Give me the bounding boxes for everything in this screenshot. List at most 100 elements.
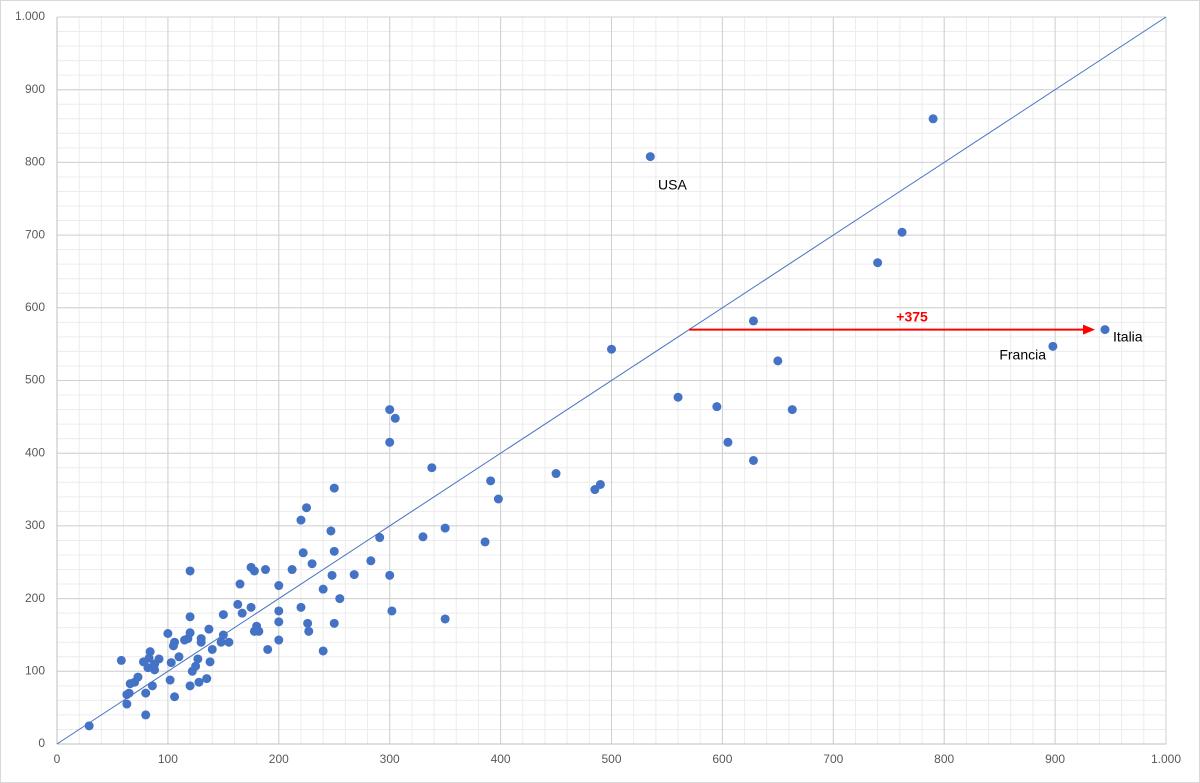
data-point xyxy=(196,637,206,647)
data-point xyxy=(274,635,284,645)
data-point xyxy=(773,356,783,366)
x-tick-label: 700 xyxy=(823,752,843,766)
data-point xyxy=(218,630,228,640)
data-point xyxy=(326,526,336,536)
data-point xyxy=(207,644,217,654)
x-tick-label: 100 xyxy=(158,752,178,766)
y-tick-label: 600 xyxy=(25,300,45,314)
data-point xyxy=(1048,341,1058,351)
data-point xyxy=(390,413,400,423)
data-point xyxy=(260,565,270,575)
data-point xyxy=(185,612,195,622)
data-point xyxy=(263,644,273,654)
data-point xyxy=(233,599,243,609)
data-point xyxy=(174,652,184,662)
data-point xyxy=(84,721,94,731)
data-point xyxy=(873,258,883,268)
data-point xyxy=(224,637,234,647)
data-point xyxy=(194,677,204,687)
y-tick-label: 800 xyxy=(25,155,45,169)
data-point xyxy=(237,608,247,618)
data-point xyxy=(193,654,203,664)
data-point xyxy=(440,614,450,624)
data-point xyxy=(154,654,164,664)
x-tick-label: 0 xyxy=(54,752,61,766)
data-point xyxy=(607,344,616,354)
reference-line xyxy=(56,16,1167,745)
data-point xyxy=(318,584,328,594)
data-point xyxy=(147,681,157,691)
data-point xyxy=(122,699,132,709)
data-point xyxy=(1100,325,1110,335)
data-point xyxy=(141,688,151,698)
data-point xyxy=(480,537,490,547)
x-tick-label: 900 xyxy=(1045,752,1065,766)
data-point xyxy=(274,581,284,591)
data-point xyxy=(249,566,259,576)
data-point xyxy=(712,402,722,412)
data-point xyxy=(116,655,126,665)
x-tick-label: 800 xyxy=(934,752,954,766)
data-point xyxy=(144,653,154,663)
data-point xyxy=(296,602,306,612)
y-tick-label: 300 xyxy=(25,518,45,532)
data-point xyxy=(218,610,228,620)
data-point xyxy=(366,556,376,566)
data-point xyxy=(329,618,339,628)
data-point xyxy=(375,533,385,543)
data-point xyxy=(329,546,339,556)
data-point xyxy=(595,479,605,489)
y-tick-label: 100 xyxy=(25,663,45,677)
x-tick-label: 500 xyxy=(601,752,621,766)
data-point xyxy=(202,674,212,684)
data-point xyxy=(897,227,907,237)
y-tick-label: 1.000 xyxy=(15,9,45,23)
data-point xyxy=(296,515,306,525)
data-point xyxy=(274,606,284,616)
x-tick-label: 400 xyxy=(491,752,511,766)
data-point xyxy=(124,688,134,698)
arrow-label: +375 xyxy=(896,308,928,324)
point-label: Italia xyxy=(1113,329,1143,345)
x-tick-label: 200 xyxy=(269,752,289,766)
y-tick-label: 200 xyxy=(25,591,45,605)
x-tick-label: 600 xyxy=(712,752,732,766)
data-point xyxy=(304,626,314,636)
arrow-head xyxy=(1083,324,1096,335)
data-point xyxy=(385,437,395,447)
data-point xyxy=(723,437,733,447)
data-point xyxy=(418,532,428,542)
data-point xyxy=(235,579,245,589)
data-point xyxy=(307,559,317,569)
data-point xyxy=(287,565,297,575)
y-tick-label: 0 xyxy=(38,736,45,750)
data-point xyxy=(170,692,180,702)
data-point xyxy=(191,661,201,671)
data-point xyxy=(427,463,437,473)
data-point xyxy=(318,646,328,656)
data-point xyxy=(298,548,308,558)
data-point xyxy=(133,672,143,682)
data-point xyxy=(216,637,226,647)
data-point xyxy=(327,570,337,580)
y-tick-label: 700 xyxy=(25,227,45,241)
point-label: Francia xyxy=(999,347,1046,363)
data-point xyxy=(385,405,395,415)
data-point xyxy=(329,483,339,493)
data-point xyxy=(748,455,758,465)
data-point xyxy=(551,469,561,479)
data-point xyxy=(246,602,256,612)
x-tick-label: 1.000 xyxy=(1151,752,1181,766)
point-label: USA xyxy=(658,177,687,193)
y-tick-label: 400 xyxy=(25,445,45,459)
data-point xyxy=(254,626,264,636)
x-tick-label: 300 xyxy=(380,752,400,766)
data-point xyxy=(385,570,395,580)
y-tick-label: 500 xyxy=(25,373,45,387)
data-point xyxy=(185,681,195,691)
data-point xyxy=(387,606,397,616)
data-point xyxy=(787,405,797,415)
data-point xyxy=(673,392,683,402)
data-point xyxy=(165,675,175,685)
